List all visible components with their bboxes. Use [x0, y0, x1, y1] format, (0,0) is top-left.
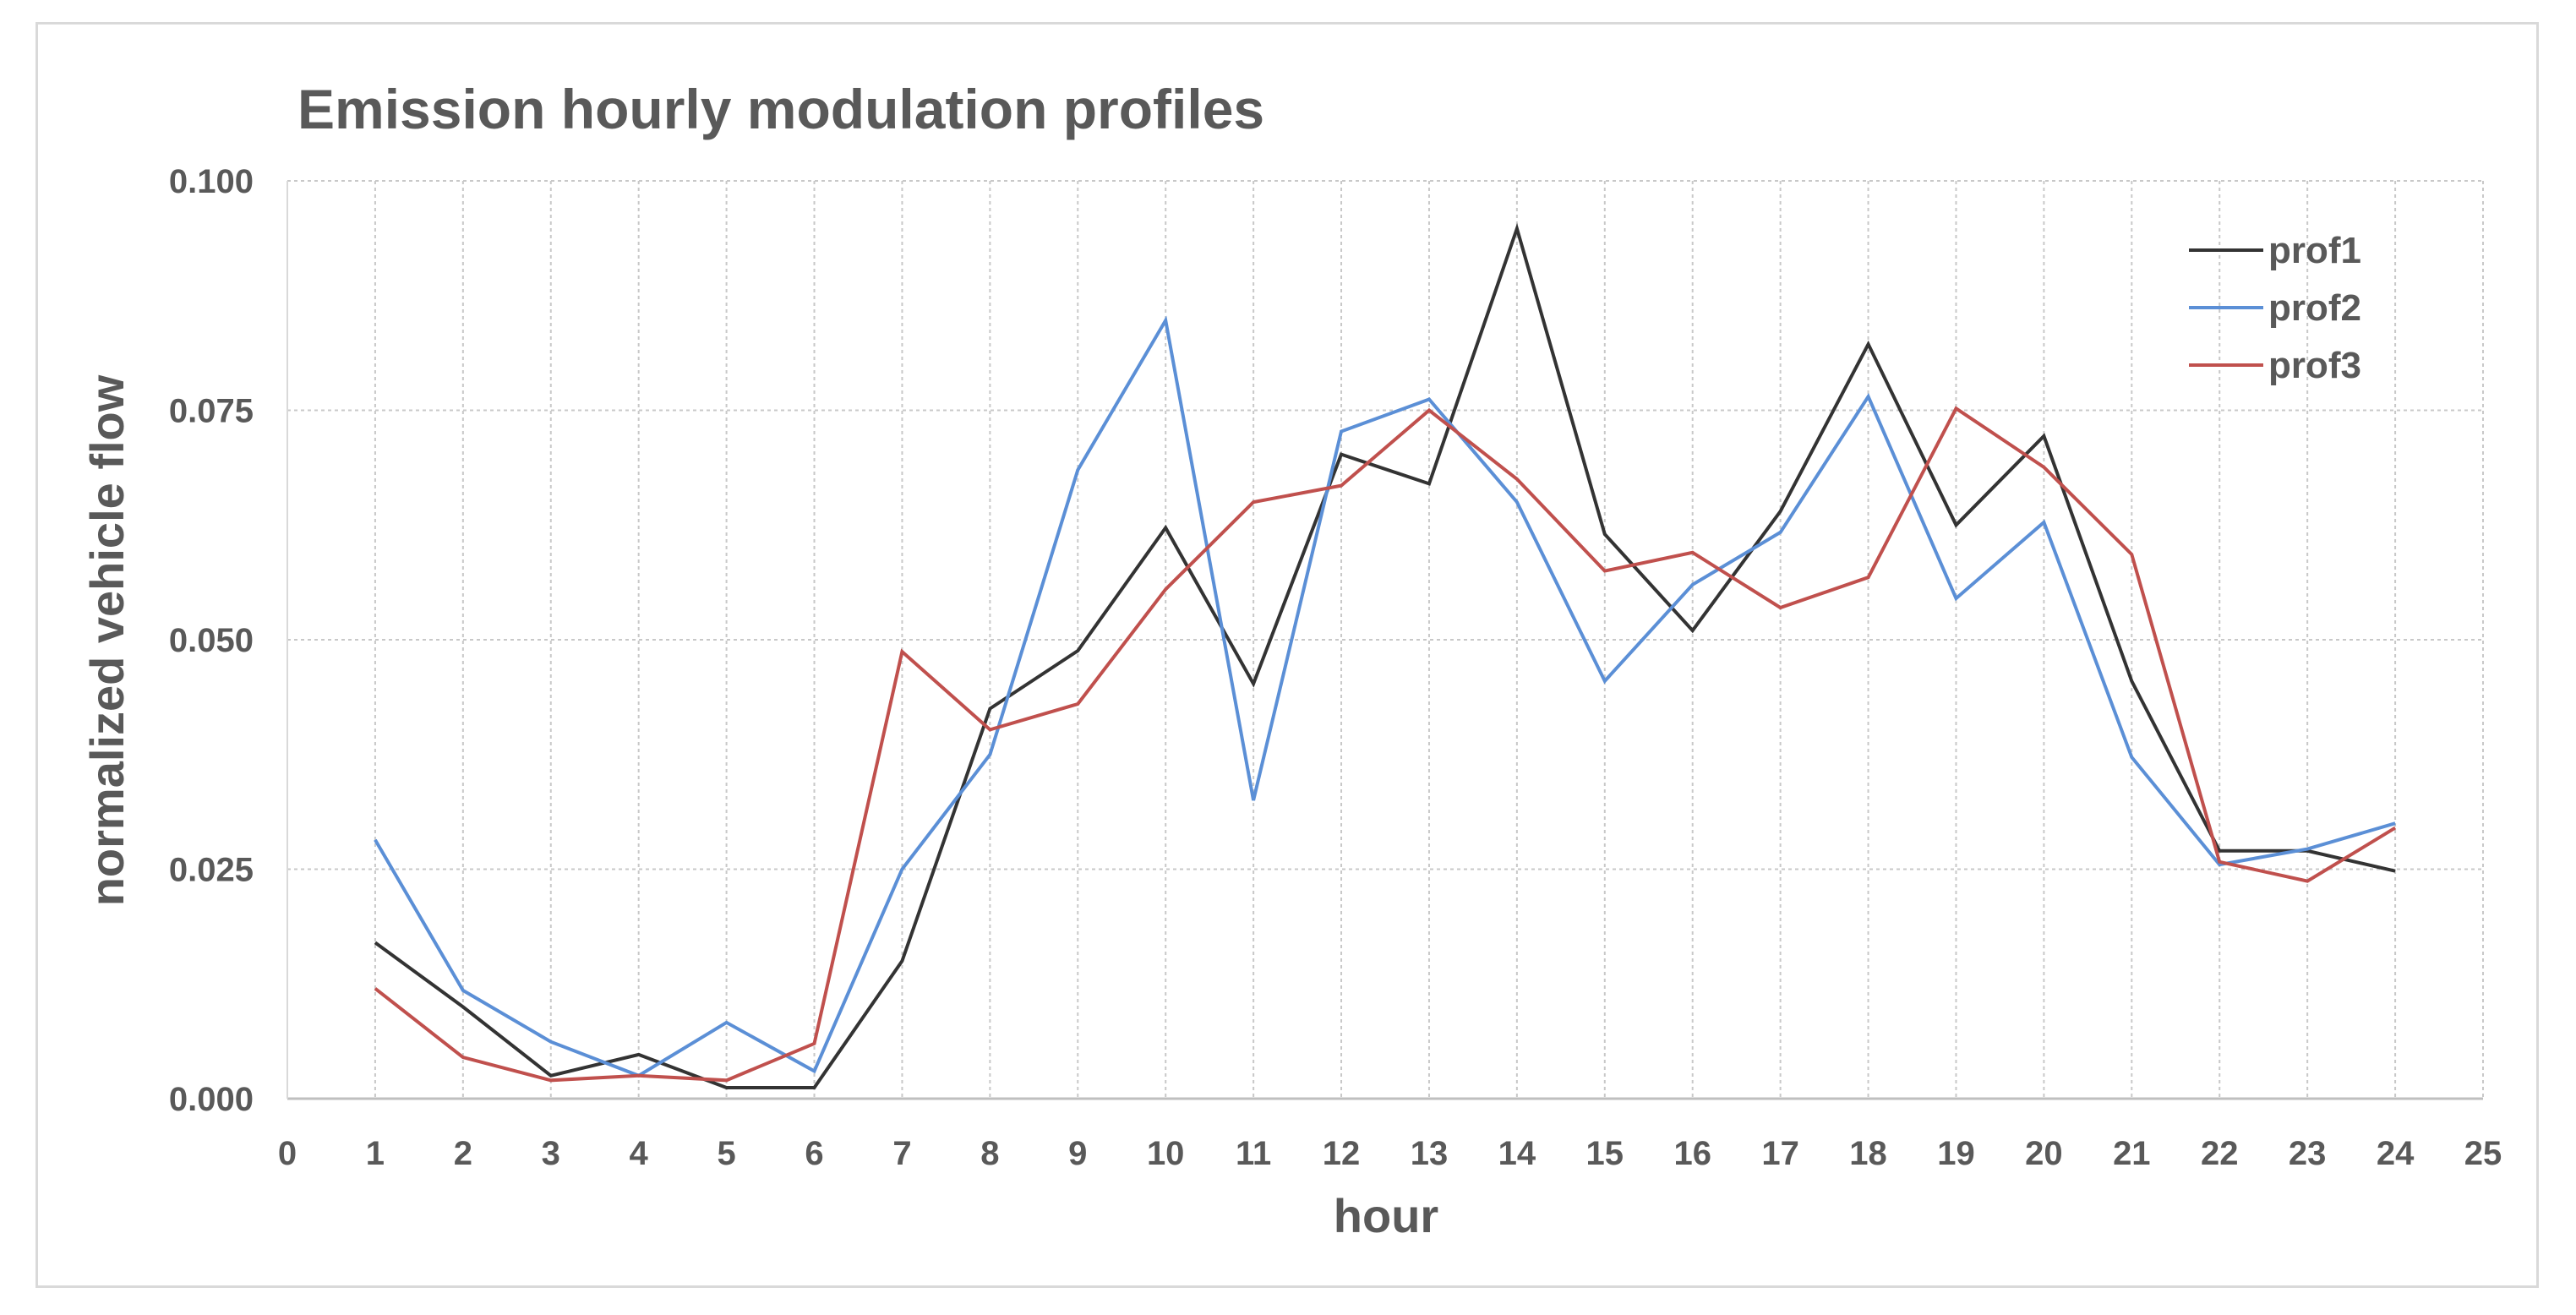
x-tick-label: 5 — [717, 1135, 735, 1172]
x-tick-label: 10 — [1147, 1135, 1185, 1172]
y-axis-label: normalized vehicle flow — [80, 374, 134, 906]
x-tick-label: 21 — [2113, 1135, 2151, 1172]
x-tick-label: 14 — [1498, 1135, 1536, 1172]
series-lines — [374, 222, 2397, 1089]
x-tick-label: 25 — [2464, 1135, 2502, 1172]
x-tick-label: 23 — [2289, 1135, 2327, 1172]
x-tick-label: 17 — [1761, 1135, 1799, 1172]
x-tick-label: 15 — [1586, 1135, 1624, 1172]
chart-title: Emission hourly modulation profiles — [297, 78, 1264, 140]
legend: prof1 prof2 prof3 — [2189, 230, 2361, 386]
y-tick-label: 0.075 — [169, 393, 254, 430]
x-tick-label: 24 — [2377, 1135, 2415, 1172]
x-tick-label: 19 — [1937, 1135, 1975, 1172]
legend-label-prof1: prof1 — [2268, 230, 2361, 271]
axes — [287, 181, 2483, 1100]
x-tick-label: 4 — [630, 1135, 649, 1172]
x-tick-label: 20 — [2025, 1135, 2063, 1172]
series-line-prof2 — [374, 315, 2396, 1078]
series-line-prof3 — [374, 406, 2397, 1083]
grid-lines — [287, 180, 2484, 1099]
x-tick-label: 12 — [1323, 1135, 1361, 1172]
x-tick-label: 13 — [1411, 1135, 1449, 1172]
legend-label-prof3: prof3 — [2268, 345, 2361, 386]
x-tick-label: 9 — [1068, 1135, 1087, 1172]
x-tick-label: 3 — [542, 1135, 560, 1172]
x-tick-label: 11 — [1236, 1135, 1271, 1172]
y-tick-labels: 0.000 0.025 0.050 0.075 0.100 — [169, 163, 254, 1118]
y-tick-label: 0.050 — [169, 622, 254, 659]
x-tick-label: 22 — [2201, 1135, 2239, 1172]
x-tick-label: 16 — [1673, 1135, 1711, 1172]
x-axis-label: hour — [1334, 1189, 1438, 1242]
legend-label-prof2: prof2 — [2268, 287, 2361, 329]
y-tick-label: 0.000 — [169, 1081, 254, 1118]
x-tick-label: 1 — [366, 1135, 385, 1172]
x-tick-labels: 0 1 2 3 4 5 6 7 8 9 10 11 12 13 14 15 16 17 18 19 20 21 22 23 24… — [278, 1135, 2502, 1172]
x-tick-label: 7 — [892, 1135, 911, 1172]
series-line-prof1 — [374, 222, 2396, 1089]
x-tick-label: 0 — [278, 1135, 297, 1172]
x-tick-label: 2 — [454, 1135, 472, 1172]
x-tick-label: 8 — [980, 1135, 999, 1172]
y-tick-label: 0.025 — [169, 852, 254, 889]
x-tick-label: 6 — [805, 1135, 823, 1172]
x-tick-label: 18 — [1849, 1135, 1887, 1172]
y-tick-label: 0.100 — [169, 163, 254, 200]
